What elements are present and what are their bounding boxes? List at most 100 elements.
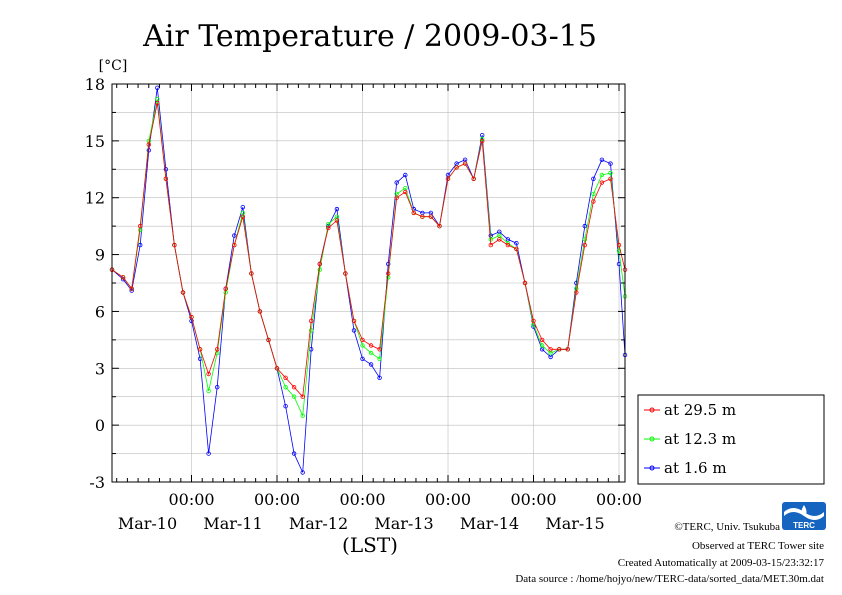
data-point bbox=[146, 148, 151, 153]
data-point bbox=[505, 242, 511, 248]
data-point bbox=[539, 343, 545, 348]
series-lines bbox=[109, 85, 628, 475]
data-point bbox=[591, 191, 596, 197]
data-point bbox=[214, 347, 220, 352]
x-tick-date-label: Mar-10 bbox=[118, 514, 177, 533]
chart-title: Air Temperature / 2009-03-15 bbox=[142, 19, 597, 54]
credit-created: Created Automatically at 2009-03-15/23:3… bbox=[618, 557, 825, 569]
data-point bbox=[283, 375, 288, 380]
data-point bbox=[206, 451, 211, 456]
data-point bbox=[291, 385, 297, 390]
data-point bbox=[514, 240, 519, 246]
data-point bbox=[608, 176, 613, 181]
legend-label: at 1.6 m bbox=[664, 459, 727, 477]
data-point bbox=[403, 189, 408, 195]
y-tick-label: 3 bbox=[95, 359, 105, 378]
data-point bbox=[155, 100, 160, 106]
data-point bbox=[608, 161, 613, 166]
data-point bbox=[360, 343, 365, 348]
data-point bbox=[454, 165, 459, 170]
data-point bbox=[360, 356, 365, 361]
x-tick-time-label: 00:00 bbox=[596, 490, 642, 509]
y-tick-label: 18 bbox=[85, 75, 105, 94]
data-point bbox=[163, 167, 169, 172]
data-point bbox=[283, 404, 288, 409]
data-point bbox=[343, 271, 348, 276]
data-point bbox=[291, 451, 297, 456]
data-point bbox=[351, 318, 357, 324]
x-tick-time-label: 00:00 bbox=[425, 490, 471, 509]
data-point bbox=[599, 172, 605, 178]
data-point bbox=[514, 246, 519, 252]
x-tick-time-label: 00:00 bbox=[168, 490, 214, 509]
data-point bbox=[197, 347, 203, 352]
data-point bbox=[608, 170, 613, 176]
data-point bbox=[146, 142, 151, 147]
legend-label: at 29.5 m bbox=[664, 401, 736, 419]
data-point bbox=[386, 271, 391, 276]
y-axis: 18 15 12 9 6 3 0 -3 bbox=[85, 75, 625, 492]
legend-marker bbox=[649, 465, 655, 471]
logo-text: TERC bbox=[793, 521, 815, 530]
data-point bbox=[557, 347, 562, 352]
data-point bbox=[497, 237, 502, 242]
credit-source: Data source : /home/hojyo/new/TERC-data/… bbox=[515, 573, 824, 585]
credit-observed: Observed at TERC Tower site bbox=[692, 540, 824, 552]
y-tick-label: 9 bbox=[95, 246, 105, 265]
data-point bbox=[591, 199, 596, 204]
data-point bbox=[334, 206, 340, 212]
data-point bbox=[317, 267, 322, 272]
data-point bbox=[291, 394, 297, 399]
data-point bbox=[326, 225, 331, 231]
x-tick-date-label: Mar-11 bbox=[203, 514, 262, 533]
data-point bbox=[300, 394, 305, 399]
y-tick-label: 0 bbox=[95, 416, 105, 435]
data-point bbox=[574, 290, 579, 295]
x-axis: 00:00 Mar-10 00:00 Mar-11 00:00 Mar-12 00:00 Ma… bbox=[116, 84, 642, 533]
data-point bbox=[394, 180, 399, 185]
data-point bbox=[471, 176, 476, 181]
data-point bbox=[368, 343, 374, 348]
x-tick-time-label: 00:00 bbox=[254, 490, 300, 509]
data-point bbox=[137, 223, 143, 229]
data-point bbox=[591, 176, 596, 181]
x-axis-label: (LST) bbox=[342, 533, 398, 557]
data-point bbox=[368, 362, 374, 367]
data-point bbox=[377, 347, 382, 352]
data-point bbox=[240, 214, 245, 219]
x-tick-date-label: Mar-12 bbox=[289, 514, 348, 533]
data-point bbox=[257, 309, 263, 314]
data-point bbox=[232, 242, 237, 248]
data-point bbox=[223, 286, 228, 291]
credit-copyright: ©TERC, Univ. Tsukuba bbox=[674, 521, 780, 533]
data-point bbox=[214, 385, 220, 390]
data-point bbox=[129, 286, 134, 291]
data-point bbox=[411, 210, 416, 216]
data-point bbox=[437, 223, 442, 229]
data-point bbox=[531, 318, 536, 324]
data-point bbox=[386, 261, 391, 267]
data-point bbox=[548, 347, 553, 352]
y-tick-label: -3 bbox=[89, 473, 105, 492]
data-point bbox=[240, 204, 245, 210]
x-tick-date-label: Mar-13 bbox=[374, 514, 433, 533]
legend: at 29.5 m at 12.3 m at 1.6 m bbox=[637, 394, 825, 485]
y-axis-label: [°C] bbox=[99, 58, 128, 74]
data-point bbox=[480, 136, 485, 142]
data-point bbox=[377, 356, 382, 361]
data-point bbox=[300, 413, 305, 418]
data-point bbox=[172, 242, 177, 248]
data-point bbox=[360, 337, 365, 343]
x-tick-time-label: 00:00 bbox=[510, 490, 556, 509]
data-point bbox=[206, 388, 211, 394]
y-tick-label: 6 bbox=[95, 302, 105, 321]
series-line bbox=[111, 87, 626, 473]
data-point bbox=[120, 275, 126, 280]
data-point bbox=[539, 337, 545, 343]
data-point bbox=[283, 385, 288, 390]
grid bbox=[112, 83, 625, 483]
data-point bbox=[334, 218, 340, 223]
data-point bbox=[232, 233, 237, 238]
data-point bbox=[582, 242, 587, 248]
